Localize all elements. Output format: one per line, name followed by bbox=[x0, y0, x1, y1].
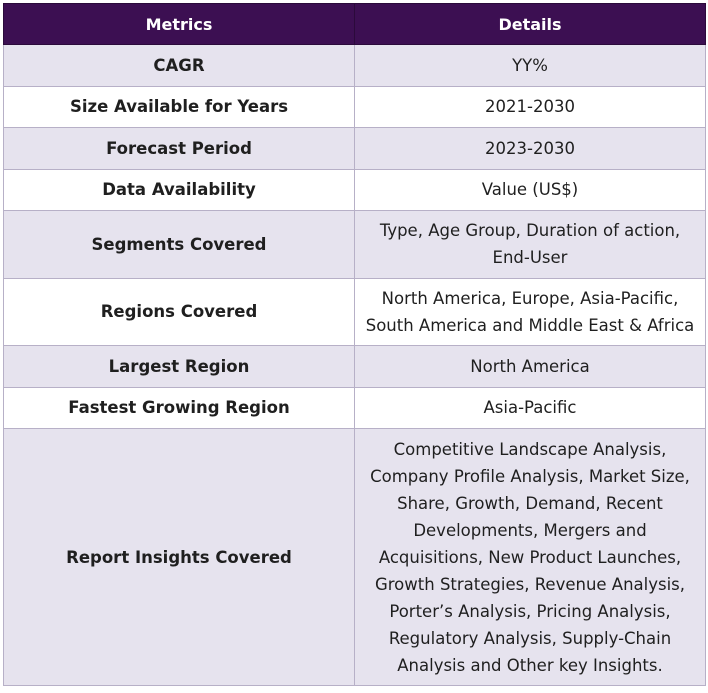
detail-cell-regions-covered: North America, Europe, Asia-Pacific, Sou… bbox=[354, 277, 706, 346]
table-row: Data Availability Value (US$) bbox=[3, 168, 706, 211]
table-row: Segments Covered Type, Age Group, Durati… bbox=[3, 210, 706, 279]
table-header-row: Metrics Details bbox=[3, 3, 706, 45]
detail-cell-segments-covered: Type, Age Group, Duration of action, End… bbox=[354, 210, 706, 279]
metric-cell-segments-covered: Segments Covered bbox=[3, 210, 355, 279]
detail-cell-cagr: YY% bbox=[354, 44, 706, 87]
report-metrics-table-container: Metrics Details CAGR YY% Size Available … bbox=[3, 3, 706, 686]
metric-cell-largest-region: Largest Region bbox=[3, 345, 355, 388]
table-row: Forecast Period 2023-2030 bbox=[3, 127, 706, 170]
detail-cell-report-insights: Competitive Landscape Analysis, Company … bbox=[354, 428, 706, 686]
metric-cell-size-available: Size Available for Years bbox=[3, 85, 355, 128]
table-row: CAGR YY% bbox=[3, 44, 706, 87]
table-row: Regions Covered North America, Europe, A… bbox=[3, 277, 706, 346]
metrics-column-header: Metrics bbox=[3, 3, 355, 45]
metric-cell-regions-covered: Regions Covered bbox=[3, 277, 355, 346]
table-row: Report Insights Covered Competitive Land… bbox=[3, 428, 706, 686]
detail-cell-forecast-period: 2023-2030 bbox=[354, 127, 706, 170]
table-row: Size Available for Years 2021-2030 bbox=[3, 85, 706, 128]
detail-cell-data-availability: Value (US$) bbox=[354, 168, 706, 211]
detail-cell-size-available: 2021-2030 bbox=[354, 85, 706, 128]
metric-cell-data-availability: Data Availability bbox=[3, 168, 355, 211]
table-row: Fastest Growing Region Asia-Pacific bbox=[3, 386, 706, 429]
table-row: Largest Region North America bbox=[3, 345, 706, 388]
metric-cell-report-insights: Report Insights Covered bbox=[3, 428, 355, 686]
detail-cell-largest-region: North America bbox=[354, 345, 706, 388]
details-column-header: Details bbox=[354, 3, 706, 45]
metric-cell-fastest-growing-region: Fastest Growing Region bbox=[3, 386, 355, 429]
detail-cell-fastest-growing-region: Asia-Pacific bbox=[354, 386, 706, 429]
metric-cell-forecast-period: Forecast Period bbox=[3, 127, 355, 170]
metric-cell-cagr: CAGR bbox=[3, 44, 355, 87]
report-metrics-table: Metrics Details CAGR YY% Size Available … bbox=[3, 3, 706, 686]
